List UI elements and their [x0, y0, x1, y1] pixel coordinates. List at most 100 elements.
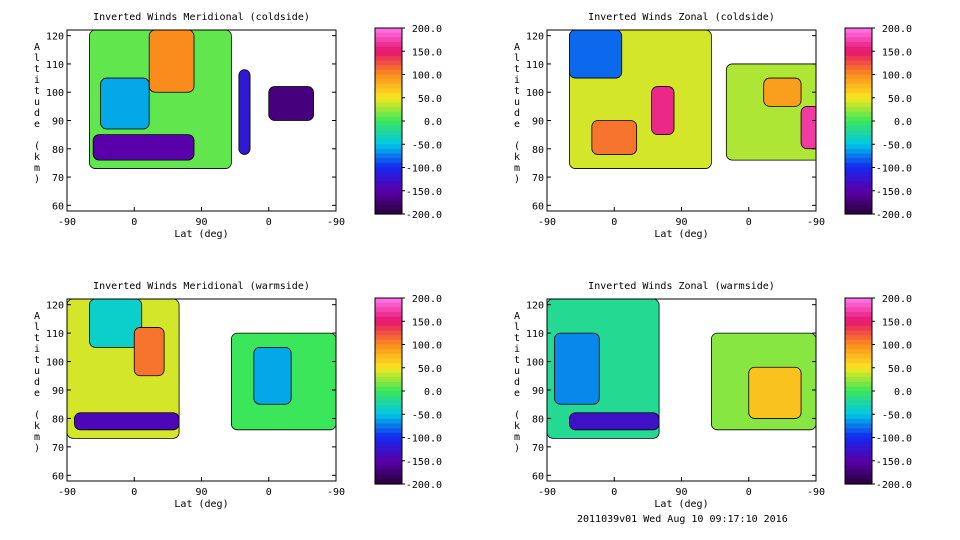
colorbar-swatch [845, 176, 872, 183]
colorbar-tick-label: 100.0 [882, 71, 912, 82]
colorbar-swatch [375, 423, 402, 429]
colorbar-swatch [845, 111, 872, 117]
colorbar-swatch [845, 395, 872, 401]
colorbar-swatch [845, 321, 872, 327]
x-tick-label: 90 [675, 217, 687, 228]
data-region [268, 86, 314, 121]
colorbar-swatch [375, 65, 402, 71]
colorbar-swatch [845, 190, 872, 196]
colorbar-swatch [845, 32, 872, 38]
y-tick-label: 120 [526, 301, 544, 312]
colorbar-swatch [845, 316, 872, 322]
data-region [569, 30, 623, 79]
x-tick-label: -90 [807, 487, 825, 498]
colorbar-swatch [845, 200, 872, 206]
colorbar-tick-label: -150.0 [876, 187, 912, 198]
colorbar-swatch [375, 465, 402, 471]
colorbar-swatch [375, 460, 402, 466]
colorbar-swatch [375, 176, 402, 183]
colorbar: 200.0 150.0 100.0 50.0 0.0 -50.0 -100.0 -150.0 -… [844, 24, 912, 221]
colorbar-swatch [845, 121, 872, 127]
colorbar-swatch [845, 358, 872, 364]
x-tick-label: -90 [58, 217, 76, 228]
colorbar-tick-label: 150.0 [412, 47, 442, 58]
colorbar-swatch [845, 372, 872, 378]
colorbar-swatch [375, 153, 402, 159]
colorbar-swatch [375, 37, 402, 43]
colorbar-swatch [845, 409, 872, 415]
y-tick-label: 110 [46, 329, 64, 340]
colorbar-swatch [375, 479, 402, 485]
colorbar-swatch [375, 69, 402, 76]
colorbar-swatch [845, 209, 872, 215]
colorbar-swatch [375, 442, 402, 448]
colorbar-swatch [375, 330, 402, 336]
colorbar-tick-label: -150.0 [406, 457, 442, 468]
colorbar-swatch [845, 186, 872, 192]
colorbar-swatch [845, 363, 872, 369]
colorbar-tick-label: 100.0 [882, 341, 912, 352]
colorbar-swatch [845, 139, 872, 145]
colorbar-swatch [375, 339, 402, 346]
colorbar-swatch [375, 93, 402, 99]
colorbar-swatch [375, 121, 402, 127]
colorbar-swatch [375, 158, 402, 164]
colorbar-swatch [375, 316, 402, 322]
chart-panel-4: Inverted Winds Zonal (warmside) 60 70 80 90 1… [514, 281, 912, 510]
colorbar-swatch [845, 474, 872, 480]
colorbar-swatch [375, 456, 402, 462]
colorbar-swatch [375, 446, 402, 453]
colorbar-swatch [375, 381, 402, 387]
y-tick-label: 100 [46, 358, 64, 369]
x-axis-label: Lat (deg) [654, 499, 708, 510]
x-tick-label: 0 [746, 217, 752, 228]
chart-panel-1: Inverted Winds Meridional (coldside) 60 70… [34, 12, 442, 240]
colorbar-swatch [375, 307, 402, 313]
y-tick-label: 60 [52, 201, 64, 212]
x-axis-label: Lat (deg) [654, 229, 708, 240]
colorbar-swatch [845, 311, 872, 318]
colorbar-swatch [845, 116, 872, 122]
colorbar-swatch [375, 200, 402, 206]
plot-area [67, 299, 336, 439]
colorbar-swatch [845, 302, 872, 308]
colorbar-swatch [845, 88, 872, 94]
x-tick-label: 0 [131, 487, 137, 498]
colorbar-swatch [375, 302, 402, 308]
colorbar-swatch [375, 116, 402, 122]
colorbar-swatch [375, 404, 402, 411]
y-tick-label: 80 [532, 145, 544, 156]
colorbar-swatch [375, 162, 402, 169]
data-region [591, 120, 638, 155]
x-tick-label: 0 [611, 487, 617, 498]
colorbar-tick-label: 50.0 [888, 94, 912, 105]
colorbar-swatch [845, 339, 872, 346]
colorbar-swatch [375, 367, 402, 373]
colorbar-swatch [375, 46, 402, 52]
x-tick-label: -90 [58, 487, 76, 498]
colorbar-swatch [845, 442, 872, 448]
colorbar-swatch [845, 446, 872, 453]
y-tick-label: 100 [526, 358, 544, 369]
colorbar-swatch [845, 107, 872, 113]
data-region [569, 412, 660, 431]
data-region [366, 64, 373, 143]
colorbar-swatch [375, 451, 402, 457]
colorbar-tick-label: -100.0 [406, 434, 442, 445]
colorbar-swatch [375, 125, 402, 131]
colorbar-swatch [845, 432, 872, 439]
colorbar-tick-label: 50.0 [418, 94, 442, 105]
colorbar-swatch [375, 353, 402, 360]
x-axis-label: Lat (deg) [174, 229, 228, 240]
y-tick-label: 110 [526, 60, 544, 71]
colorbar-swatch [375, 395, 402, 401]
colorbar-swatch [375, 88, 402, 94]
colorbar-swatch [375, 437, 402, 443]
colorbar-tick-label: -200.0 [406, 480, 442, 491]
colorbar-tick-label: 0.0 [424, 387, 442, 398]
colorbar-swatch [845, 28, 872, 34]
plot-area [89, 30, 373, 169]
colorbar-tick-label: 0.0 [894, 387, 912, 398]
colorbar-swatch [375, 470, 402, 476]
